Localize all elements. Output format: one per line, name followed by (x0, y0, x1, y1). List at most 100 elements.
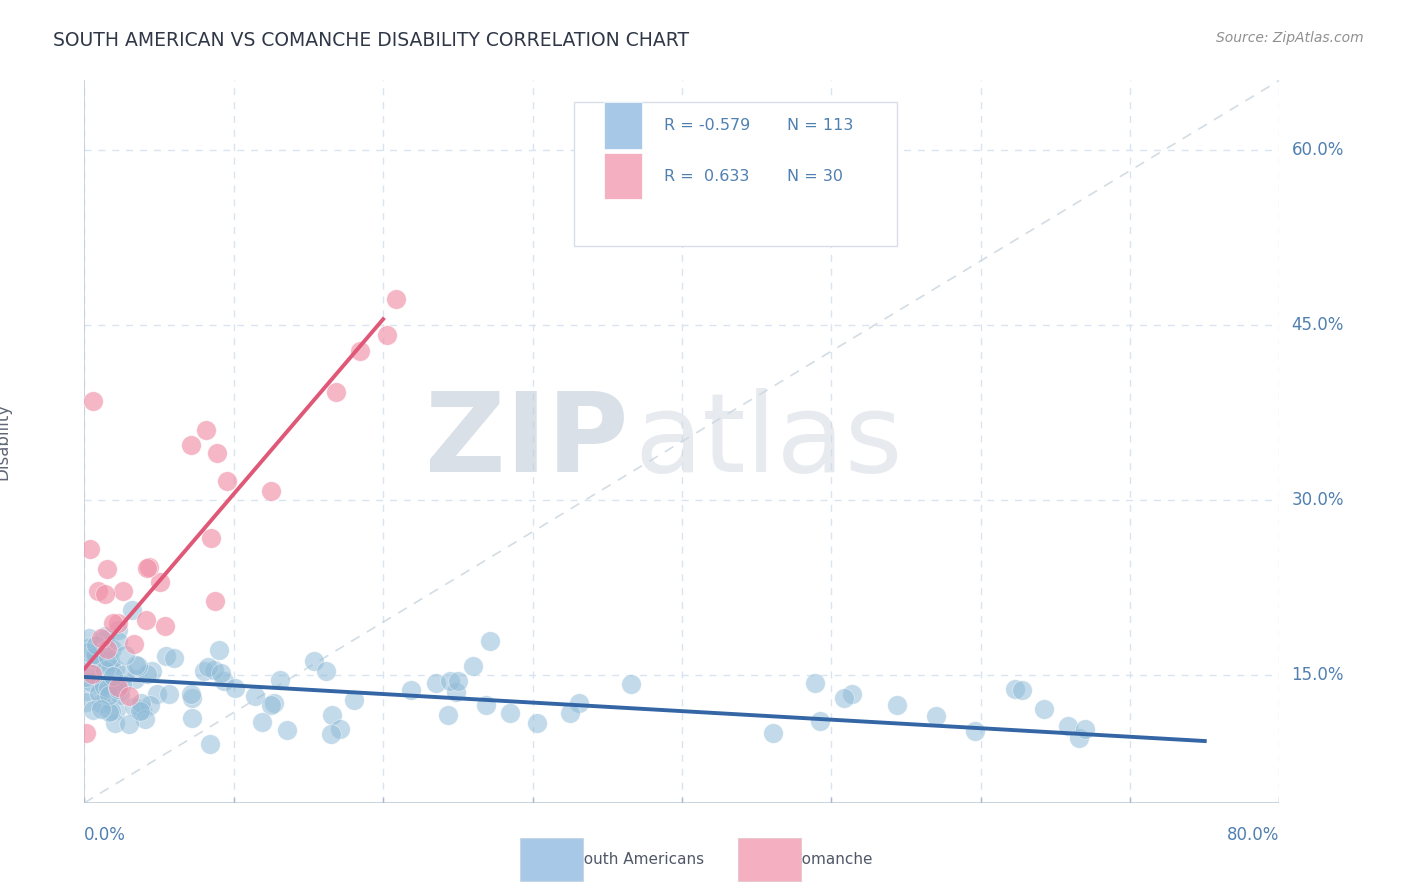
Point (107, 634, 129, 648)
Point (375, 327, 398, 342)
Point (104, 703, 127, 717)
Text: N = 30: N = 30 (787, 169, 844, 184)
Point (200, 531, 222, 545)
Point (94, 629, 117, 643)
Point (76, 663, 98, 677)
Point (127, 658, 149, 673)
Point (197, 659, 219, 673)
Point (94, 587, 117, 601)
Point (479, 633, 502, 648)
Point (98, 688, 121, 702)
Point (153, 619, 176, 633)
Point (118, 716, 141, 731)
Point (101, 669, 124, 683)
Point (446, 684, 468, 698)
Point (121, 603, 143, 617)
Point (107, 615, 129, 630)
Point (245, 689, 267, 703)
Point (1011, 683, 1033, 698)
Point (75, 695, 97, 709)
Point (202, 663, 225, 677)
Point (180, 690, 202, 705)
Point (139, 698, 162, 712)
Point (180, 438, 202, 452)
Point (526, 715, 548, 730)
Point (804, 676, 827, 690)
Point (77, 631, 100, 645)
Point (128, 704, 150, 718)
Point (269, 673, 291, 687)
Point (94, 691, 117, 706)
Point (425, 676, 447, 690)
FancyBboxPatch shape (575, 102, 897, 246)
Point (761, 726, 783, 740)
Point (82, 393, 104, 408)
Point (447, 674, 470, 689)
Point (136, 561, 159, 575)
Point (76, 683, 98, 698)
Point (321, 708, 343, 723)
Point (141, 664, 163, 678)
Point (1057, 719, 1080, 733)
Point (112, 584, 135, 599)
Point (122, 700, 145, 714)
Point (94, 664, 117, 678)
Point (204, 594, 226, 608)
Point (1032, 702, 1054, 716)
Point (558, 706, 581, 720)
Point (75, 670, 97, 684)
Point (76, 645, 98, 659)
Point (385, 292, 408, 306)
Point (107, 623, 129, 637)
Point (260, 483, 283, 498)
Point (157, 687, 180, 701)
Point (101, 677, 124, 691)
Point (135, 667, 157, 681)
Point (329, 722, 352, 736)
Point (138, 560, 160, 574)
Point (260, 698, 283, 712)
Point (349, 343, 371, 358)
FancyBboxPatch shape (605, 102, 643, 149)
Point (886, 698, 908, 712)
Point (97, 705, 120, 719)
Point (124, 672, 146, 686)
Text: 0.0%: 0.0% (84, 826, 127, 844)
Text: N = 113: N = 113 (787, 118, 853, 133)
Point (131, 703, 153, 717)
Point (198, 737, 221, 751)
Text: 30.0%: 30.0% (1292, 491, 1344, 508)
Text: R = -0.579: R = -0.579 (664, 118, 751, 133)
Point (93, 679, 115, 693)
Point (209, 665, 232, 680)
Point (302, 654, 325, 668)
Text: 15.0%: 15.0% (1292, 665, 1344, 683)
Point (84, 651, 107, 665)
Point (86, 638, 108, 652)
Point (965, 723, 987, 738)
Point (94, 632, 117, 646)
Point (114, 666, 136, 681)
Point (87, 658, 110, 673)
Point (208, 643, 231, 657)
Point (437, 708, 460, 723)
Point (104, 716, 127, 731)
Point (475, 698, 498, 712)
Point (1004, 681, 1026, 696)
Point (925, 709, 948, 723)
Text: 80.0%: 80.0% (1227, 826, 1279, 844)
Point (129, 696, 152, 710)
Point (87, 583, 110, 598)
Point (104, 662, 127, 676)
Point (155, 649, 177, 664)
Point (325, 384, 347, 399)
Point (215, 474, 238, 488)
Point (841, 687, 863, 701)
Point (77, 640, 100, 655)
Text: South Americans: South Americans (574, 853, 704, 867)
Point (107, 681, 129, 696)
Point (111, 677, 134, 691)
Point (146, 687, 169, 701)
Point (193, 665, 215, 679)
Point (263, 696, 285, 710)
